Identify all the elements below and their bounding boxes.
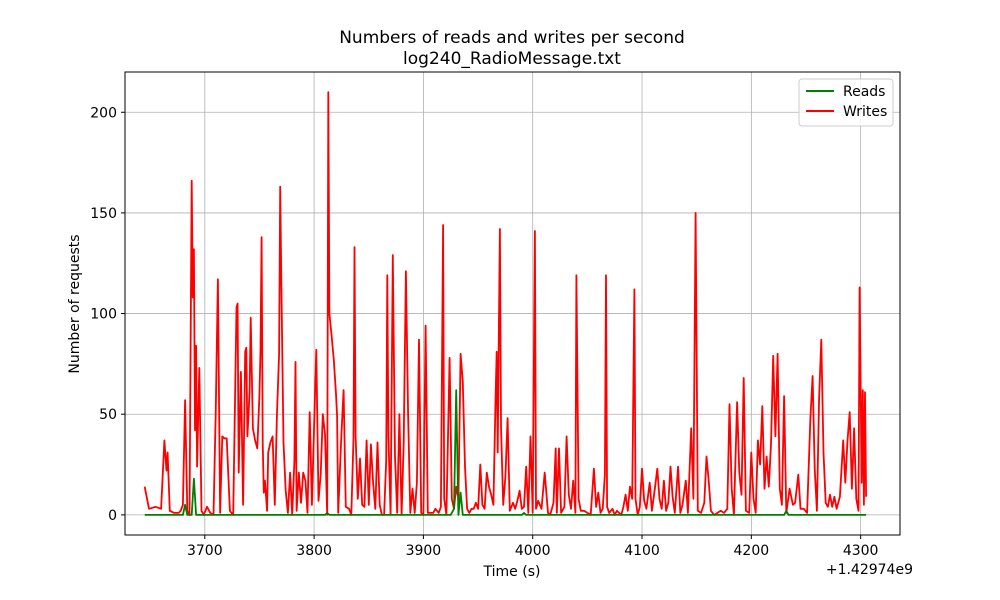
x-tick-label: 3700 (187, 543, 223, 559)
chart-subtitle: log240_RadioMessage.txt (403, 49, 621, 69)
y-tick-label: 50 (99, 407, 117, 423)
x-axis-label: Time (s) (483, 564, 541, 580)
x-tick-label: 3900 (406, 543, 442, 559)
x-tick-label: 4000 (515, 543, 551, 559)
series-line-writes (143, 91, 867, 516)
y-tick-label: 200 (90, 105, 117, 121)
x-tick-label: 4100 (624, 543, 660, 559)
legend-label-writes: Writes (843, 104, 887, 120)
series-line-reads (144, 389, 867, 516)
plot-area-frame (124, 71, 901, 536)
x-tick-label: 4300 (843, 543, 879, 559)
series-layer (143, 91, 867, 516)
legend: Reads Writes (798, 78, 894, 127)
x-tick-label: 3800 (296, 543, 332, 559)
y-tick-label: 150 (90, 206, 117, 222)
y-tick-label: 0 (108, 508, 117, 524)
y-axis-label: Number of requests (67, 234, 83, 373)
legend-label-reads: Reads (843, 84, 885, 100)
chart-title: Numbers of reads and writes per second (339, 28, 685, 48)
x-tick-label: 4200 (734, 543, 770, 559)
x-offset-label: +1.42974e9 (826, 562, 913, 578)
ticks: 3700 3800 3900 4000 4100 4200 4300 0 50 100 150 200 (90, 105, 878, 559)
y-tick-label: 100 (90, 307, 117, 323)
